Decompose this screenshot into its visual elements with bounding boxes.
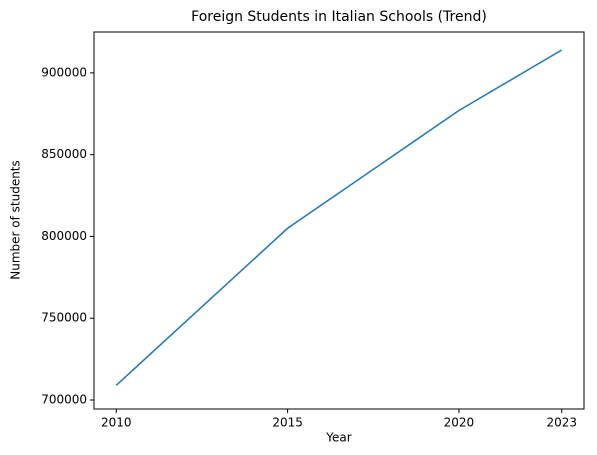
chart-title: Foreign Students in Italian Schools (Tre… [191,9,487,25]
x-tick-label: 2023 [546,416,577,430]
x-tick-label: 2020 [444,416,475,430]
x-tick-label: 2015 [272,416,303,430]
y-tick-label: 750000 [41,311,87,325]
y-tick-label: 850000 [41,147,87,161]
y-tick-label: 800000 [41,229,87,243]
x-tick-label: 2010 [101,416,132,430]
x-axis-label: Year [325,431,351,445]
y-tick-label: 900000 [41,65,87,79]
data-line [115,49,563,386]
y-axis-label: Number of students [9,160,23,280]
plot-frame [93,31,585,410]
y-tick-label: 700000 [41,393,87,407]
